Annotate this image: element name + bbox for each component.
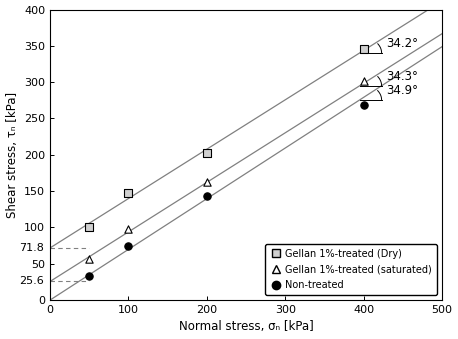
Legend: Gellan 1%-treated (Dry), Gellan 1%-treated (saturated), Non-treated: Gellan 1%-treated (Dry), Gellan 1%-treat…	[265, 244, 437, 295]
Point	[86, 225, 93, 230]
Point	[360, 78, 367, 83]
X-axis label: Normal stress, σₙ [kPa]: Normal stress, σₙ [kPa]	[179, 320, 313, 334]
Point	[360, 47, 367, 52]
Point	[86, 256, 93, 261]
Text: 71.8: 71.8	[19, 243, 44, 253]
Point	[86, 273, 93, 279]
Y-axis label: Shear stress, τₙ [kPa]: Shear stress, τₙ [kPa]	[5, 92, 19, 218]
Point	[203, 151, 211, 156]
Point	[125, 190, 132, 195]
Text: 34.3°: 34.3°	[386, 70, 418, 83]
Point	[203, 179, 211, 184]
Point	[125, 226, 132, 232]
Point	[360, 103, 367, 108]
Point	[203, 194, 211, 199]
Text: 34.9°: 34.9°	[386, 84, 418, 97]
Text: 25.6: 25.6	[19, 276, 44, 286]
Point	[125, 243, 132, 248]
Text: 34.2°: 34.2°	[386, 37, 418, 50]
